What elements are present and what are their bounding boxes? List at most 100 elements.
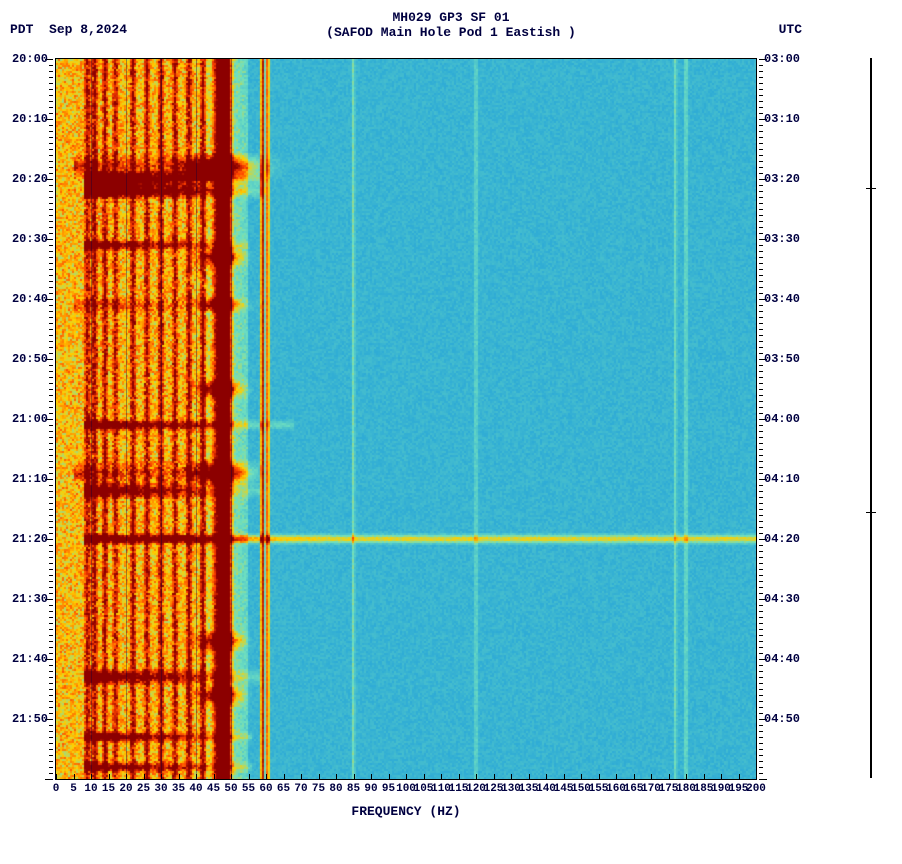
y-tick-left	[49, 461, 53, 462]
y-tick-left	[49, 581, 53, 582]
y-label-left: 21:50	[0, 712, 48, 726]
y-label-right: 04:10	[764, 472, 814, 486]
y-tick-right	[759, 563, 763, 564]
y-tick-right	[759, 773, 763, 774]
y-tick-left	[49, 125, 53, 126]
y-tick-right	[759, 65, 763, 66]
y-tick-right	[759, 161, 763, 162]
y-tick-left	[49, 137, 53, 138]
y-tick-left	[49, 617, 53, 618]
x-label: 40	[189, 783, 202, 795]
y-tick-left	[49, 773, 53, 774]
y-tick-right	[759, 779, 767, 780]
y-tick-right	[759, 575, 763, 576]
y-tick-left	[49, 203, 53, 204]
y-tick-left	[49, 551, 53, 552]
y-tick-left	[49, 131, 53, 132]
x-label: 5	[70, 783, 77, 795]
y-tick-right	[759, 389, 763, 390]
x-tick	[144, 774, 145, 780]
y-tick-right	[759, 731, 763, 732]
y-tick-right	[759, 71, 763, 72]
y-tick-right	[759, 89, 763, 90]
x-tick	[389, 774, 390, 780]
y-tick-right	[759, 377, 763, 378]
y-tick-left	[49, 113, 53, 114]
x-tick	[74, 774, 75, 780]
y-tick-right	[759, 83, 763, 84]
y-tick-left	[49, 521, 53, 522]
y-label-right: 03:30	[764, 232, 814, 246]
y-tick-left	[49, 695, 53, 696]
y-tick-right	[759, 713, 763, 714]
y-tick-right	[759, 755, 763, 756]
y-tick-left	[49, 557, 53, 558]
x-label: 10	[84, 783, 97, 795]
y-tick-left	[49, 89, 53, 90]
y-tick-left	[49, 737, 53, 738]
y-label-right: 04:00	[764, 412, 814, 426]
y-label-right: 03:40	[764, 292, 814, 306]
y-tick-left	[49, 635, 53, 636]
y-tick-left	[49, 545, 53, 546]
y-tick-right	[759, 665, 763, 666]
y-tick-left	[49, 143, 53, 144]
y-tick-right	[759, 533, 763, 534]
y-tick-right	[759, 701, 763, 702]
x-tick	[319, 774, 320, 780]
y-tick-right	[759, 341, 763, 342]
y-tick-left	[49, 161, 53, 162]
y-tick-left	[49, 77, 53, 78]
y-tick-left	[49, 701, 53, 702]
x-label: 70	[294, 783, 307, 795]
x-axis-title: FREQUENCY (HZ)	[56, 804, 756, 819]
y-tick-left	[49, 725, 53, 726]
y-tick-left	[49, 341, 53, 342]
y-tick-right	[759, 461, 763, 462]
y-tick-right	[759, 581, 763, 582]
y-tick-right	[759, 473, 763, 474]
x-label: 80	[329, 783, 342, 795]
y-tick-right	[759, 647, 763, 648]
y-tick-left	[49, 575, 53, 576]
y-tick-left	[49, 173, 53, 174]
y-tick-right	[759, 191, 763, 192]
y-tick-right	[759, 131, 763, 132]
x-tick	[284, 774, 285, 780]
y-label-left: 20:20	[0, 172, 48, 186]
y-tick-right	[759, 275, 763, 276]
y-tick-right	[759, 353, 763, 354]
y-tick-left	[49, 155, 53, 156]
y-tick-left	[49, 371, 53, 372]
y-tick-left	[49, 437, 53, 438]
y-label-right: 04:20	[764, 532, 814, 546]
y-label-left: 20:30	[0, 232, 48, 246]
gridline-vertical	[126, 59, 127, 779]
x-tick	[651, 774, 652, 780]
y-tick-right	[759, 221, 763, 222]
y-tick-right	[759, 677, 763, 678]
y-tick-right	[759, 311, 763, 312]
y-tick-right	[759, 503, 763, 504]
y-tick-left	[49, 245, 53, 246]
x-tick	[371, 774, 372, 780]
y-tick-left	[49, 653, 53, 654]
x-label: 90	[364, 783, 377, 795]
x-tick	[546, 774, 547, 780]
y-tick-right	[759, 509, 763, 510]
x-tick	[56, 774, 57, 780]
gridline-vertical	[91, 59, 92, 779]
y-tick-left	[49, 197, 53, 198]
x-tick	[599, 774, 600, 780]
y-tick-left	[49, 167, 53, 168]
y-label-right: 03:50	[764, 352, 814, 366]
y-label-left: 21:20	[0, 532, 48, 546]
y-tick-left	[49, 671, 53, 672]
y-tick-right	[759, 77, 763, 78]
y-tick-left	[49, 185, 53, 186]
y-tick-right	[759, 641, 763, 642]
x-tick	[441, 774, 442, 780]
y-tick-left	[49, 329, 53, 330]
y-tick-left	[49, 593, 53, 594]
x-label: 200	[746, 783, 766, 795]
